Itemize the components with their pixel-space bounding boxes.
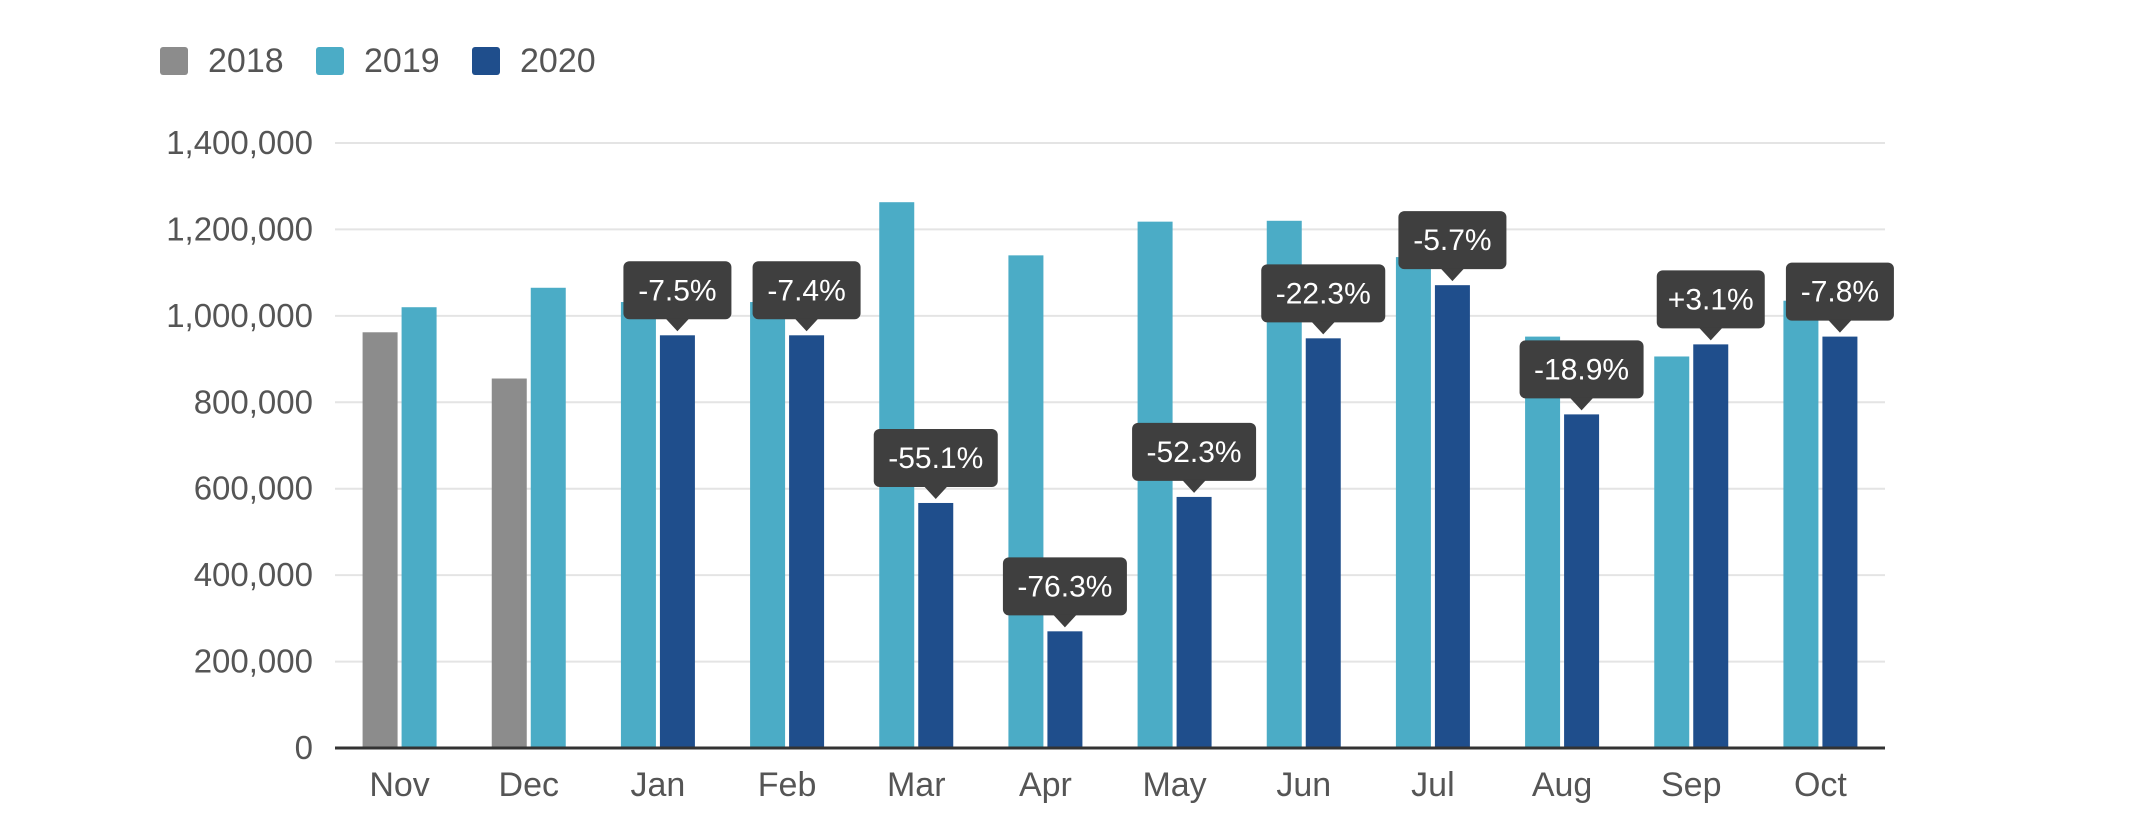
bar-2019-feb xyxy=(750,302,786,748)
y-tick-label: 0 xyxy=(295,729,313,766)
annotation-box xyxy=(1398,211,1507,270)
bar-2019-nov xyxy=(401,307,437,748)
bar-2020-oct xyxy=(1822,336,1858,748)
annotation-label: -22.3% xyxy=(1276,277,1371,310)
bar-2020-jan xyxy=(659,335,695,748)
x-tick-label: Dec xyxy=(499,766,559,804)
annotation-label: -76.3% xyxy=(1017,570,1112,603)
annotation-pointer xyxy=(665,318,690,332)
bar-2019-dec xyxy=(530,287,566,748)
bar-2019-aug xyxy=(1525,336,1561,748)
annotation-pointer xyxy=(1182,479,1207,493)
annotation-pointer xyxy=(1440,268,1465,282)
annotation-label: -7.5% xyxy=(638,274,716,307)
legend-swatch-2020 xyxy=(472,47,500,75)
bar-2019-jul xyxy=(1395,257,1431,748)
y-tick-label: 800,000 xyxy=(194,383,313,420)
x-tick-label: Jan xyxy=(631,766,686,804)
legend-label-2018: 2018 xyxy=(208,42,284,80)
annotation-sep: +3.1% xyxy=(1656,270,1765,341)
annotation-pointer xyxy=(1569,397,1594,411)
x-tick-label: Mar xyxy=(887,766,946,804)
annotation-box xyxy=(623,261,732,320)
annotation-jan: -7.5% xyxy=(623,261,732,332)
annotation-label: +3.1% xyxy=(1668,283,1754,316)
y-tick-label: 200,000 xyxy=(194,643,313,680)
bar-2020-mar xyxy=(918,502,954,748)
annotation-box xyxy=(1261,264,1386,323)
annotation-box xyxy=(1656,270,1765,329)
x-tick-label: Oct xyxy=(1794,766,1847,804)
annotation-pointer xyxy=(1311,321,1336,335)
legend: 2018 2019 2020 xyxy=(160,42,596,80)
bar-2019-oct xyxy=(1783,300,1819,748)
annotation-label: -52.3% xyxy=(1147,436,1242,469)
y-tick-label: 1,400,000 xyxy=(166,124,313,161)
bar-2020-jun xyxy=(1305,338,1341,748)
legend-swatch-2019 xyxy=(316,47,344,75)
y-tick-label: 400,000 xyxy=(194,556,313,593)
x-tick-label: Aug xyxy=(1532,766,1593,804)
annotation-box xyxy=(1519,340,1644,399)
bar-2020-sep xyxy=(1693,344,1729,748)
bar-2019-jan xyxy=(620,302,656,748)
x-tick-label: Jul xyxy=(1411,766,1454,804)
bar-2020-aug xyxy=(1564,414,1600,748)
annotation-jun: -22.3% xyxy=(1261,264,1386,335)
annotation-jul: -5.7% xyxy=(1398,211,1507,282)
bars xyxy=(362,202,1858,749)
annotation-pointer xyxy=(1827,319,1852,333)
annotation-may: -52.3% xyxy=(1132,422,1257,493)
x-axis: Nov Dec Jan Feb Mar Apr May Jun Jul Aug Sep Oct xyxy=(335,746,1885,804)
bar-2019-may xyxy=(1137,221,1173,748)
annotation-box xyxy=(1002,557,1127,616)
y-tick-label: 1,200,000 xyxy=(166,210,313,247)
annotation-oct: -7.8% xyxy=(1785,262,1894,333)
bar-2020-jul xyxy=(1434,285,1470,748)
annotation-aug: -18.9% xyxy=(1519,340,1644,411)
annotation-feb: -7.4% xyxy=(752,261,861,332)
bar-2018-nov xyxy=(362,332,398,748)
bar-2018-dec xyxy=(491,378,527,748)
bar-2020-apr xyxy=(1047,631,1083,748)
annotation-label: -18.9% xyxy=(1534,353,1629,386)
annotation-box xyxy=(1785,262,1894,321)
annotation-label: -7.8% xyxy=(1801,276,1879,309)
x-tick-label: Apr xyxy=(1019,766,1072,804)
annotation-pointer xyxy=(794,318,819,332)
bar-2020-may xyxy=(1176,496,1212,748)
y-axis: 0 200,000 400,000 600,000 800,000 1,000,000 1,… xyxy=(166,124,313,766)
annotation-label: -55.1% xyxy=(888,442,983,475)
x-tick-label: Feb xyxy=(758,766,817,804)
x-tick-label: May xyxy=(1142,766,1206,804)
grid-lines xyxy=(335,142,1885,663)
legend-swatch-2018 xyxy=(160,47,188,75)
annotation-box xyxy=(1132,422,1257,481)
bar-2020-feb xyxy=(789,335,825,748)
legend-label-2020: 2020 xyxy=(520,42,596,80)
annotation-mar: -55.1% xyxy=(873,428,998,499)
x-tick-label: Nov xyxy=(369,766,429,804)
annotation-apr: -76.3% xyxy=(1002,557,1127,628)
x-tick-label: Sep xyxy=(1661,766,1722,804)
annotation-pointer xyxy=(1052,614,1077,628)
x-tick-label: Jun xyxy=(1276,766,1331,804)
annotation-box xyxy=(873,428,998,487)
y-tick-label: 600,000 xyxy=(194,470,313,507)
annotation-label: -5.7% xyxy=(1413,224,1491,257)
bar-2019-sep xyxy=(1654,356,1690,748)
legend-label-2019: 2019 xyxy=(364,42,440,80)
annotation-pointer xyxy=(923,485,948,499)
bar-2019-apr xyxy=(1008,255,1044,748)
annotations: -7.5% -7.4% -55.1% -76.3% -52.3% -22.3% -5.7% -… xyxy=(623,211,1894,628)
annotation-pointer xyxy=(1698,327,1723,341)
y-tick-label: 1,000,000 xyxy=(166,297,313,334)
annotation-box xyxy=(752,261,861,320)
annotation-label: -7.4% xyxy=(767,274,845,307)
